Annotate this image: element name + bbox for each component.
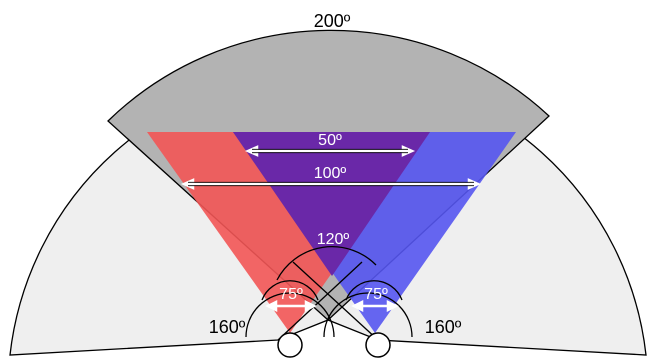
focus-angle-arcs [261, 280, 403, 301]
overlap-angle-arc [276, 246, 377, 281]
right-total-label: 160º [425, 317, 462, 337]
eyes [277, 332, 391, 358]
left-eye [277, 332, 303, 358]
left-focus-label: 75º [279, 286, 303, 303]
binocular-overlap-label: 120º [317, 231, 350, 248]
total-fov-label: 200º [314, 11, 351, 31]
wide-span-label: 100º [314, 165, 347, 182]
width-arrow-outlines [188, 148, 474, 187]
total-angle-arcs [245, 292, 413, 338]
right-eye [365, 332, 391, 358]
overlap-field [233, 132, 430, 276]
narrow-span-label: 50º [318, 132, 342, 149]
sight-lines [277, 261, 379, 341]
left-total-label: 160º [209, 317, 246, 337]
right-focus-label: 75º [364, 286, 388, 303]
